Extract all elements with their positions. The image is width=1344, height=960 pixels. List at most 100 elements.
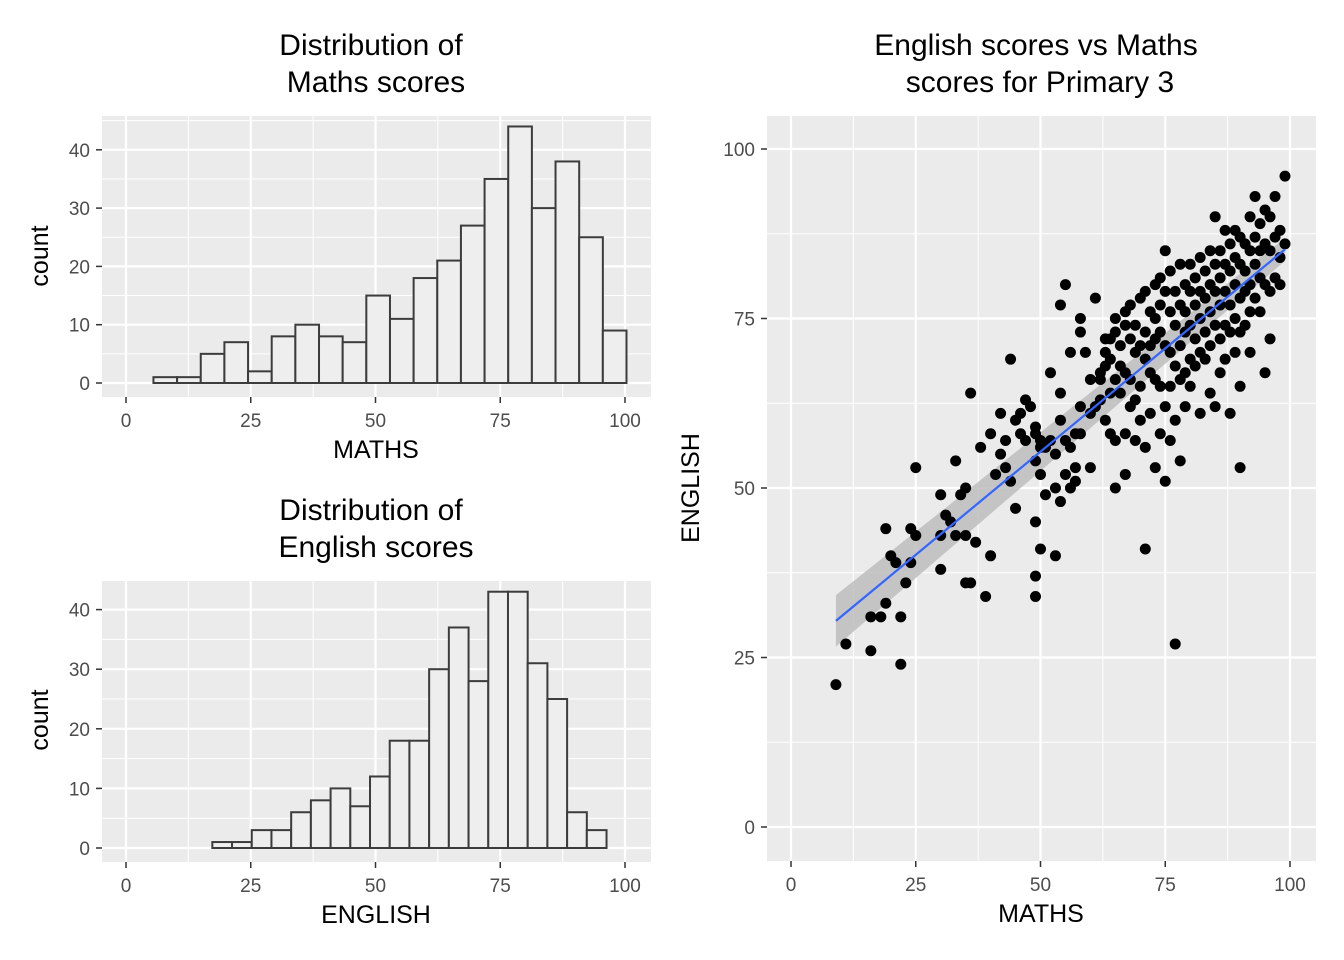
scatter-point [1199,292,1211,304]
scatter-point [1194,251,1206,263]
scatter-point [1249,292,1261,304]
histogram-bar [294,323,321,385]
scatter-title-line2: scores for Primary 3 [906,66,1174,99]
scatter-point [1159,401,1171,413]
histogram-bar [566,811,588,849]
scatter-gridlines [767,116,1316,861]
scatter-point [1074,428,1086,440]
x-tick-label: 0 [121,876,132,897]
scatter-point [1224,326,1236,338]
scatter-point [1169,414,1181,426]
scatter-point [910,462,922,474]
scatter-point [1279,170,1291,182]
scatter-point [1054,299,1066,311]
scatter-point [1229,346,1241,358]
scatter-point [1094,374,1106,386]
maths-hist-y-ticks: 0 10 20 30 40 [69,141,102,395]
scatter-point [1124,374,1136,386]
scatter-point [1209,285,1221,297]
scatter-point [1184,319,1196,331]
scatter-point [1129,435,1141,447]
scatter-point [1139,441,1151,453]
scatter-point [1279,238,1291,250]
scatter-point [1099,414,1111,426]
scatter-point [935,563,947,575]
x-tick-label: 100 [609,411,641,432]
scatter-point [1119,428,1131,440]
scatter-point [1244,211,1256,223]
scatter-plot: English scores vs Maths scores for Prima… [677,29,1316,928]
scatter-point [1139,326,1151,338]
scatter-point [1264,211,1276,223]
y-tick-label: 100 [723,140,755,161]
scatter-point [1020,435,1032,447]
scatter-point [1079,346,1091,358]
scatter-point [1134,414,1146,426]
scatter-point [990,468,1002,480]
scatter-point [995,407,1007,419]
y-tick-label: 25 [734,649,755,670]
scatter-point [865,611,877,623]
scatter-point [1074,326,1086,338]
scatter-point [1054,496,1066,508]
scatter-point [1025,401,1037,413]
english-hist-x-ticks: 0 25 50 75 100 [121,862,641,897]
scatter-point [1154,299,1166,311]
scatter-y-axis-title: ENGLISH [677,433,705,543]
histogram-bar [506,590,529,849]
scatter-point [1134,340,1146,352]
scatter-point [1164,435,1176,447]
histogram-bar [211,841,234,849]
maths-hist-title-line2: Maths scores [287,66,465,99]
scatter-point [985,550,997,562]
scatter-point [950,455,962,467]
histogram-bar [601,329,628,384]
scatter-point [1114,340,1126,352]
scatter-point [1179,306,1191,318]
scatter-point [1139,543,1151,555]
scatter-point [965,387,977,399]
histogram-bar [447,626,470,849]
scatter-point [1134,380,1146,392]
scatter-point [900,577,912,589]
histogram-bar [467,680,490,849]
scatter-point [1064,441,1076,453]
scatter-point [1234,462,1246,474]
maths-hist-bars [152,125,628,385]
scatter-point [1124,299,1136,311]
scatter-point [1189,333,1201,345]
scatter-point [1224,299,1236,311]
scatter-point [1199,265,1211,277]
scatter-point [1049,482,1061,494]
scatter-point [1249,190,1261,202]
scatter-point [1154,326,1166,338]
scatter-point [1119,468,1131,480]
scatter-point [1254,218,1266,230]
scatter-point [1264,285,1276,297]
scatter-point [1214,272,1226,284]
scatter-point [1154,380,1166,392]
regression-line [835,248,1286,622]
scatter-point [1159,245,1171,257]
scatter-point [1209,319,1221,331]
y-tick-label: 10 [69,316,90,337]
histogram-bar [270,829,293,849]
english-histogram: Distribution of English scores 0 25 50 75 10… [26,494,651,929]
scatter-point [1199,353,1211,365]
scatter-point [910,529,922,541]
scatter-point [1189,272,1201,284]
scatter-point [1234,380,1246,392]
scatter-point [1259,367,1271,379]
scatter-point [1059,279,1071,291]
maths-histogram: Distribution of Maths scores 0 25 50 75 100 … [26,29,651,464]
scatter-point [1224,265,1236,277]
histogram-bar [309,799,332,850]
scatter-point [1219,353,1231,365]
scatter-point [1274,279,1286,291]
scatter-point [1214,245,1226,257]
histogram-bar [412,277,439,384]
scatter-point [1169,638,1181,650]
scatter-point [1049,550,1061,562]
scatter-point [1184,285,1196,297]
scatter-point [1104,353,1116,365]
